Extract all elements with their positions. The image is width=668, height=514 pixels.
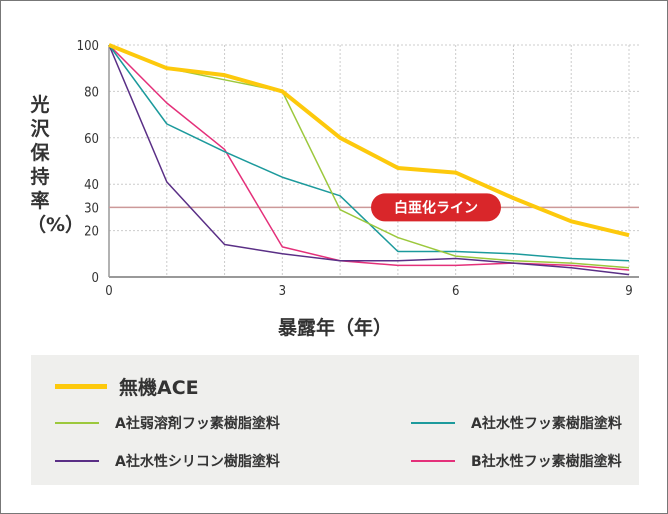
legend-item: A社水性シリコン樹脂塗料: [55, 451, 280, 471]
series-line-1: [108, 44, 630, 269]
series-line-4: [108, 44, 630, 271]
legend: 無機ACE A社弱溶剤フッ素樹脂塗料 A社水性フッ素樹脂塗料 A社水性シリコン樹脂塗料…: [31, 355, 639, 485]
legend-item: 無機ACE: [55, 373, 199, 400]
legend-swatch: [55, 384, 107, 389]
legend-swatch: [411, 460, 455, 462]
legend-swatch: [55, 460, 99, 462]
x-tick-label: 3: [279, 284, 286, 299]
y-tick-label: 100: [77, 39, 99, 54]
legend-label: A社水性シリコン樹脂塗料: [115, 454, 280, 470]
legend-item: A社弱溶剤フッ素樹脂塗料: [55, 413, 280, 433]
legend-item: B社水性フッ素樹脂塗料: [411, 451, 622, 471]
y-tick-label: 60: [84, 132, 99, 147]
x-tick-label: 9: [625, 284, 632, 299]
x-axis-label: 暴露年（年）: [277, 317, 392, 339]
legend-item: A社水性フッ素樹脂塗料: [411, 413, 622, 433]
series-line-3: [108, 44, 630, 276]
x-tick-label: 0: [105, 284, 112, 299]
legend-label: 無機ACE: [119, 377, 199, 399]
y-tick-label: 20: [84, 225, 99, 240]
legend-label: A社水性フッ素樹脂塗料: [471, 416, 622, 432]
y-axis-label: 光沢保持率（%）: [27, 94, 85, 236]
y-tick-label: 40: [84, 178, 99, 193]
reference-line-badge: [371, 193, 501, 222]
y-tick-label: 30: [84, 201, 99, 216]
legend-swatch: [411, 422, 455, 424]
reference-line-label: 白亜化ライン: [394, 199, 478, 216]
y-tick-label: 80: [84, 85, 99, 100]
y-tick-label: 0: [92, 271, 99, 286]
legend-label: A社弱溶剤フッ素樹脂塗料: [115, 416, 280, 432]
series-line-0: [108, 43, 630, 238]
x-tick-label: 6: [452, 284, 459, 299]
legend-label: B社水性フッ素樹脂塗料: [471, 454, 622, 470]
legend-swatch: [55, 422, 99, 424]
